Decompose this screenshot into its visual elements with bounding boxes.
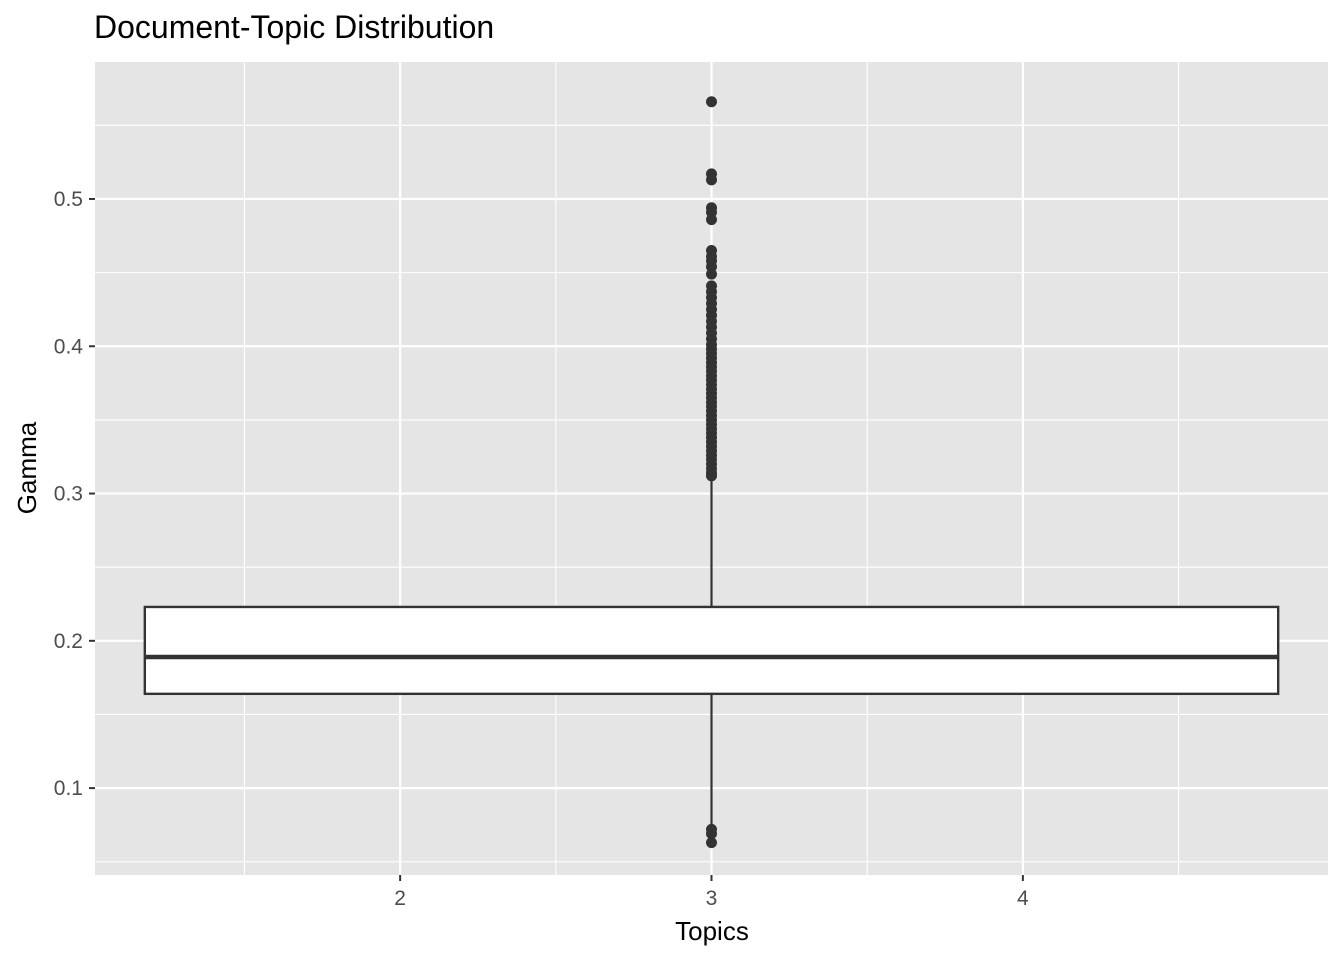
x-axis-ticks: 2 3 4 — [394, 875, 1029, 910]
outlier-point — [706, 470, 717, 482]
y-tick-label: 0.5 — [54, 188, 83, 211]
x-tick-label: 4 — [1017, 887, 1029, 910]
outlier-point — [706, 837, 717, 849]
outlier-point — [706, 214, 717, 226]
outlier-point — [706, 96, 717, 108]
y-tick-label: 0.1 — [54, 777, 83, 800]
outlier-point — [706, 174, 717, 186]
boxplot — [143, 475, 1280, 842]
outlier-point — [706, 268, 717, 280]
x-tick-label: 2 — [394, 887, 406, 910]
y-tick-label: 0.2 — [54, 630, 83, 653]
y-tick-label: 0.3 — [54, 483, 83, 506]
y-tick-label: 0.4 — [54, 335, 84, 358]
y-axis-title: Gamma — [12, 421, 42, 514]
interquartile-box — [143, 605, 1280, 696]
outlier-points — [706, 96, 717, 849]
x-tick-label: 3 — [706, 887, 718, 910]
x-axis-title: Topics — [675, 916, 749, 946]
y-axis-ticks: 0.1 0.2 0.3 0.4 0.5 — [54, 188, 95, 800]
chart-title: Document-Topic Distribution — [94, 9, 494, 45]
outlier-point — [706, 828, 717, 840]
